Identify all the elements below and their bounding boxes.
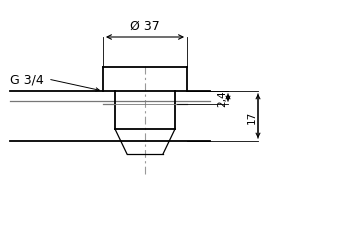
Text: G 3/4: G 3/4 — [10, 73, 44, 86]
Bar — [115, 92, 175, 105]
Bar — [103, 68, 187, 92]
Text: Ø 37: Ø 37 — [130, 20, 160, 33]
Text: 17: 17 — [247, 110, 257, 123]
Bar — [115, 105, 175, 129]
Bar — [127, 129, 163, 154]
Text: 2,4: 2,4 — [217, 90, 227, 106]
